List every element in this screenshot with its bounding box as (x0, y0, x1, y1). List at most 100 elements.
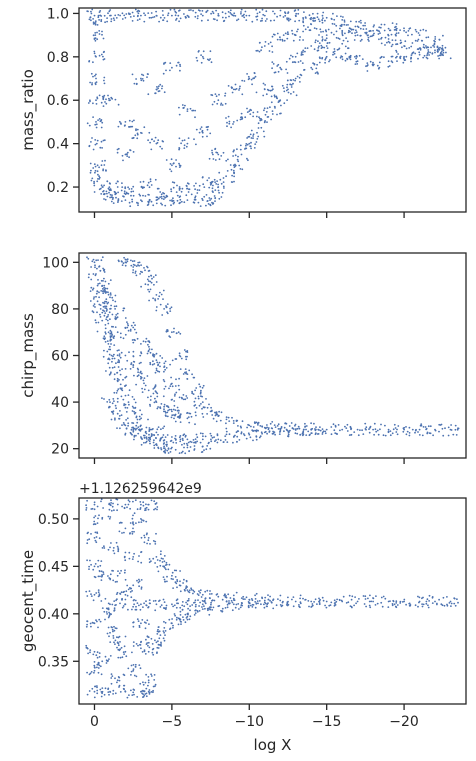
data-point (139, 667, 142, 670)
data-point (143, 534, 146, 537)
data-point (285, 89, 288, 92)
data-point (372, 61, 374, 64)
data-point (289, 83, 292, 86)
data-point (290, 84, 293, 86)
data-point (313, 17, 316, 20)
data-point (154, 385, 157, 388)
data-point (271, 421, 274, 423)
data-point (114, 326, 117, 328)
data-point (373, 63, 375, 66)
data-point (325, 55, 328, 58)
data-point (136, 337, 139, 340)
data-point (96, 284, 99, 287)
data-point (108, 508, 111, 511)
data-point (117, 548, 120, 551)
data-point (271, 35, 274, 38)
data-point (130, 264, 133, 267)
y-axis-label: chirp_mass (19, 313, 38, 398)
data-point (109, 296, 111, 299)
data-point (155, 309, 158, 312)
data-point (456, 598, 458, 601)
data-point (107, 602, 110, 605)
data-point (199, 128, 202, 130)
data-point (163, 601, 166, 603)
data-point (380, 23, 383, 26)
data-point (180, 142, 183, 145)
data-point (266, 121, 268, 123)
data-point (126, 258, 129, 261)
data-point (150, 637, 153, 640)
data-point (91, 137, 93, 139)
data-point (96, 38, 99, 41)
data-point (231, 601, 234, 604)
data-point (165, 443, 168, 446)
data-point (93, 508, 96, 511)
data-point (388, 65, 391, 67)
data-point (103, 271, 106, 273)
data-point (379, 32, 381, 34)
data-point (161, 357, 164, 359)
data-point (365, 28, 368, 30)
data-point (117, 199, 120, 202)
data-point (240, 597, 243, 599)
data-point (137, 264, 139, 266)
data-point (147, 139, 150, 142)
data-point (163, 195, 165, 198)
data-point (441, 604, 444, 607)
data-point (149, 363, 152, 366)
data-point (405, 603, 407, 606)
data-point (108, 405, 111, 408)
data-point (408, 434, 411, 437)
data-point (122, 337, 125, 340)
data-point (163, 405, 166, 408)
data-point (143, 441, 145, 444)
data-point (279, 14, 282, 17)
data-point (169, 8, 172, 11)
data-point (159, 553, 162, 556)
data-point (216, 441, 219, 444)
data-point (157, 570, 160, 573)
data-point (221, 11, 224, 14)
data-point (109, 504, 112, 507)
data-point (182, 394, 185, 396)
data-point (107, 12, 109, 15)
data-point (160, 195, 163, 198)
data-point (182, 616, 184, 618)
data-point (93, 537, 96, 539)
data-point (225, 416, 228, 418)
data-point (178, 166, 181, 169)
data-point (143, 377, 146, 379)
data-point (136, 15, 139, 18)
data-point (99, 575, 101, 578)
data-point (105, 190, 108, 193)
data-point (336, 598, 338, 601)
data-point (146, 278, 149, 281)
data-point (293, 10, 296, 12)
data-point (245, 143, 248, 145)
data-point (144, 430, 147, 433)
data-point (439, 46, 441, 49)
data-point (194, 198, 197, 201)
data-point (117, 191, 119, 194)
data-point (386, 41, 388, 44)
data-point (397, 32, 400, 34)
data-point (270, 118, 272, 121)
data-point (149, 405, 152, 407)
data-point (109, 193, 112, 196)
data-point (165, 306, 168, 308)
data-point (181, 443, 183, 446)
data-point (201, 55, 204, 58)
data-point (119, 369, 121, 372)
data-point (243, 434, 246, 437)
data-point (432, 44, 434, 47)
data-point (142, 683, 145, 686)
data-point (126, 407, 129, 409)
data-point (112, 635, 115, 637)
data-point (209, 590, 211, 592)
data-point (127, 694, 130, 696)
data-point (147, 193, 150, 196)
data-point (390, 33, 393, 36)
data-point (108, 99, 111, 102)
data-point (146, 542, 149, 545)
data-point (105, 611, 108, 613)
